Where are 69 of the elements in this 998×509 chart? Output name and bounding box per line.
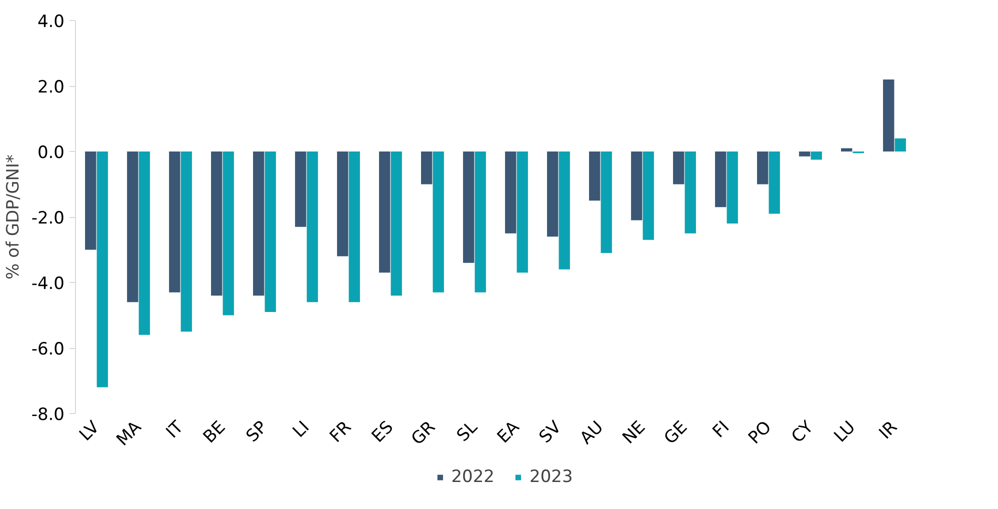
- x-tick-label: SV: [536, 417, 566, 448]
- bar: [894, 138, 906, 152]
- legend-label: 2023: [530, 467, 573, 487]
- bar: [169, 152, 180, 292]
- x-tick-label: MA: [112, 417, 146, 450]
- y-tick-label: 0.0: [37, 143, 65, 163]
- bar: [390, 152, 402, 296]
- bar: [631, 152, 642, 220]
- bar: [421, 152, 432, 184]
- bar: [684, 152, 696, 234]
- bar: [757, 152, 768, 184]
- x-tick-label: LU: [830, 417, 860, 446]
- x-tick-label: AU: [576, 417, 608, 449]
- y-axis-title: % of GDP/GNI*: [3, 154, 24, 280]
- y-tick-label: 2.0: [37, 78, 65, 98]
- x-tick-label: FI: [708, 417, 734, 442]
- bar: [348, 152, 360, 302]
- bar: [306, 152, 318, 302]
- bar: [127, 152, 138, 302]
- bar: [841, 148, 852, 152]
- x-tick-label: NE: [618, 417, 650, 448]
- bar: [768, 152, 780, 214]
- bar: [726, 152, 738, 224]
- x-tick-label: ES: [368, 417, 398, 447]
- bar: [180, 152, 192, 332]
- bar: [883, 79, 894, 152]
- x-tick-label: GE: [660, 417, 692, 448]
- bar: [432, 152, 444, 292]
- y-tick-label: -4.0: [31, 274, 64, 294]
- x-tick-label: CY: [788, 416, 818, 448]
- bar: [547, 152, 558, 237]
- bar: [600, 152, 612, 254]
- bar: [295, 152, 306, 227]
- y-tick-label: 4.0: [37, 12, 65, 32]
- bar: [642, 152, 654, 240]
- x-tick-label: EA: [494, 417, 524, 448]
- bar: [516, 152, 528, 273]
- bar: [463, 152, 474, 263]
- bar: [715, 152, 726, 208]
- x-tick-label: GR: [408, 417, 440, 450]
- legend-label: 2022: [451, 467, 494, 487]
- bar: [211, 152, 222, 296]
- x-tick-label: LV: [76, 417, 104, 446]
- bar: [222, 152, 234, 316]
- bar: [264, 152, 276, 312]
- x-tick-label: BE: [200, 417, 230, 448]
- y-tick-label: -6.0: [31, 340, 64, 360]
- y-tick-label: -2.0: [31, 208, 64, 228]
- x-tick-label: PO: [744, 417, 776, 448]
- bar: [589, 152, 600, 201]
- x-tick-label: LI: [289, 417, 314, 442]
- bar: [85, 152, 96, 250]
- bar: [558, 152, 570, 270]
- bar: [505, 152, 516, 234]
- bar: [337, 152, 348, 256]
- x-tick-label: FR: [326, 417, 356, 447]
- x-tick-label: SP: [242, 417, 272, 446]
- bar: [379, 152, 390, 273]
- bar: [96, 152, 108, 388]
- bar: [673, 152, 684, 184]
- bar: [799, 152, 810, 156]
- x-tick-label: SL: [453, 417, 482, 446]
- x-tick-label: IT: [162, 416, 188, 442]
- x-tick-label: IR: [876, 417, 902, 444]
- bar: [810, 152, 822, 160]
- bar: [474, 152, 486, 292]
- y-tick-label: -8.0: [31, 405, 64, 425]
- bar: [138, 152, 150, 335]
- bar: [253, 152, 264, 296]
